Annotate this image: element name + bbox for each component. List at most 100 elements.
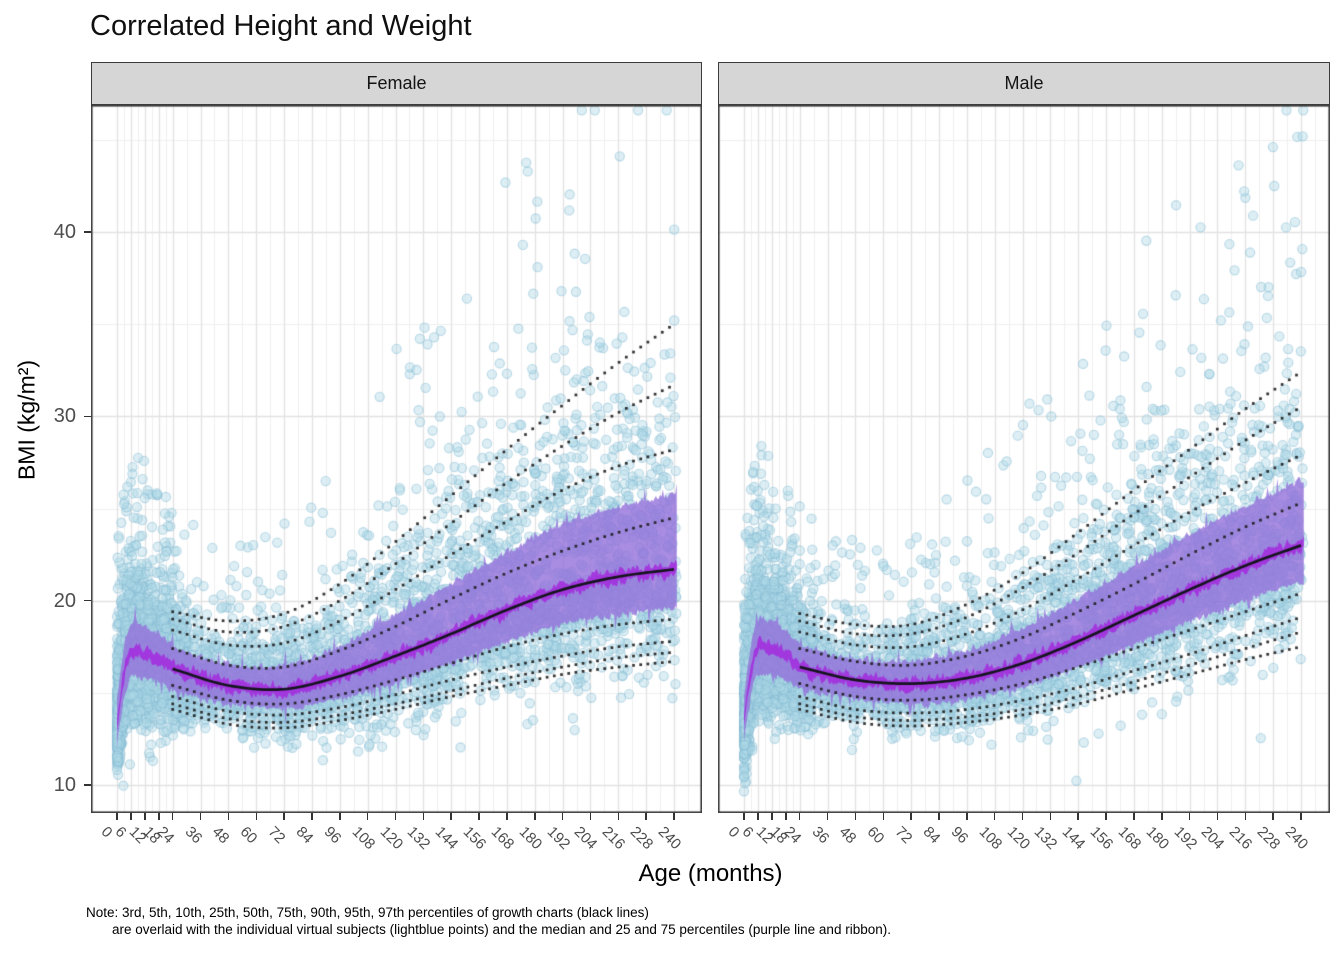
facet-strip-female-label: Female (366, 73, 427, 93)
x-tick-label: 144 (431, 823, 462, 854)
x-tick-label: 156 (1086, 823, 1117, 854)
x-tick-label: 216 (598, 823, 629, 854)
x-tick-mark (785, 813, 787, 820)
x-tick-label: 228 (1253, 823, 1284, 854)
x-tick-label: 96 (947, 823, 972, 848)
x-tick-mark (938, 813, 940, 820)
x-tick-mark (1161, 813, 1163, 820)
x-tick-mark (993, 813, 996, 820)
x-tick-mark (366, 813, 369, 820)
x-tick-mark (882, 813, 884, 820)
note-line-2: are overlaid with the individual virtual… (112, 922, 891, 937)
x-tick-mark (450, 813, 452, 820)
panel-male (718, 105, 1330, 813)
y-tick-mark (84, 231, 91, 233)
facet-strip-male-label: Male (1004, 73, 1044, 93)
y-tick-label: 10 (53, 774, 76, 796)
x-tick-mark (534, 813, 536, 820)
plot-title: Correlated Height and Weight (90, 10, 472, 42)
x-axis-title: Age (months) (638, 860, 783, 887)
x-tick-label: 180 (515, 823, 546, 854)
x-tick-mark (1272, 813, 1274, 820)
x-tick-label: 6 (738, 823, 757, 842)
panel-canvas-female (91, 105, 702, 813)
x-tick-mark (1244, 813, 1247, 820)
x-tick-mark (617, 813, 620, 820)
x-tick-label: 168 (487, 823, 518, 854)
x-tick-label: 72 (264, 823, 289, 848)
x-tick-label: 120 (1003, 823, 1033, 854)
x-tick-label: 48 (836, 823, 860, 848)
x-tick-mark (1133, 813, 1135, 820)
x-tick-label: 48 (209, 823, 233, 848)
x-tick-mark (798, 813, 801, 820)
x-tick-label: 216 (1225, 823, 1256, 854)
x-tick-label: 96 (320, 823, 345, 848)
x-tick-label: 84 (919, 823, 944, 848)
x-tick-label: 36 (181, 823, 206, 848)
x-tick-mark (394, 813, 397, 820)
x-tick-mark (1300, 813, 1302, 820)
x-tick-label: 192 (1170, 823, 1201, 854)
x-tick-mark (158, 813, 160, 820)
x-tick-mark (1049, 813, 1052, 820)
x-tick-label: 240 (1281, 823, 1312, 854)
x-tick-mark (1216, 813, 1219, 820)
note-line-1: Note: 3rd, 5th, 10th, 25th, 50th, 75th, … (86, 905, 649, 920)
x-tick-label: 24 (153, 823, 178, 848)
x-tick-label: 108 (348, 823, 379, 854)
x-tick-label: 192 (543, 823, 574, 854)
x-tick-mark (171, 813, 174, 820)
y-tick-mark (84, 415, 91, 418)
x-tick-label: 228 (626, 823, 657, 854)
x-tick-mark (130, 813, 132, 820)
panel-female (91, 105, 702, 813)
y-tick-mark (84, 784, 91, 786)
x-tick-mark (1077, 813, 1079, 820)
y-tick-mark (84, 599, 91, 602)
x-tick-label: 0 (97, 823, 116, 842)
x-tick-label: 108 (975, 823, 1006, 854)
x-tick-label: 6 (111, 823, 130, 842)
x-tick-mark (422, 813, 425, 820)
x-tick-mark (826, 813, 829, 820)
x-tick-mark (910, 813, 912, 820)
x-tick-mark (339, 813, 341, 820)
x-tick-mark (561, 813, 564, 820)
x-tick-label: 240 (654, 823, 685, 854)
x-tick-label: 156 (459, 823, 490, 854)
x-tick-label: 36 (808, 823, 833, 848)
x-tick-mark (255, 813, 257, 820)
x-tick-label: 132 (404, 823, 434, 854)
x-tick-mark (966, 813, 968, 820)
x-tick-label: 24 (780, 823, 805, 848)
x-tick-mark (673, 813, 675, 820)
y-tick-label: 20 (53, 589, 76, 612)
x-tick-mark (506, 813, 508, 820)
x-tick-mark (478, 813, 480, 820)
x-tick-mark (199, 813, 202, 820)
x-tick-mark (589, 813, 592, 820)
x-tick-mark (1188, 813, 1191, 820)
x-tick-mark (227, 813, 230, 820)
panel-canvas-male (718, 105, 1330, 813)
x-tick-mark (771, 813, 773, 820)
x-tick-label: 168 (1114, 823, 1145, 854)
x-tick-mark (757, 813, 759, 820)
x-tick-label: 84 (292, 823, 317, 848)
x-tick-label: 0 (724, 823, 743, 842)
x-tick-mark (283, 813, 285, 820)
x-tick-mark (1021, 813, 1024, 820)
x-tick-label: 180 (1142, 823, 1173, 854)
facet-strip-male: Male (718, 62, 1330, 105)
y-tick-label: 40 (53, 221, 76, 243)
x-tick-label: 132 (1031, 823, 1061, 854)
x-tick-mark (311, 813, 313, 820)
facet-strip-female: Female (91, 62, 702, 105)
x-tick-label: 204 (571, 823, 601, 854)
x-tick-mark (645, 813, 647, 820)
x-tick-label: 120 (376, 823, 406, 854)
x-tick-mark (1105, 813, 1107, 820)
x-tick-label: 144 (1058, 823, 1089, 854)
